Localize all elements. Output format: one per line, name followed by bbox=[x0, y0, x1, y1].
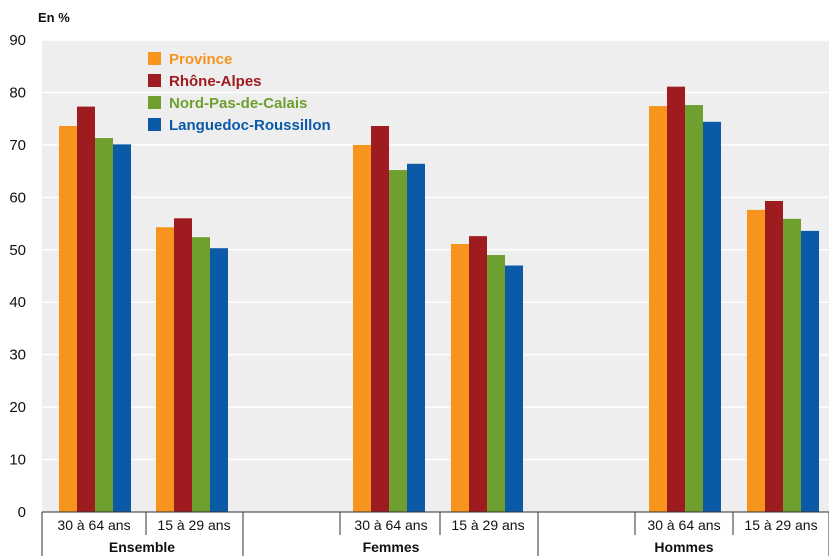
x-subcategory-label: 15 à 29 ans bbox=[744, 517, 817, 533]
bar bbox=[801, 230, 819, 513]
legend-swatch bbox=[148, 52, 161, 65]
legend-swatch bbox=[148, 74, 161, 87]
y-tick-label: 60 bbox=[9, 189, 26, 206]
bar bbox=[703, 121, 721, 513]
bar bbox=[389, 170, 407, 512]
x-subcategory-label: 15 à 29 ans bbox=[451, 517, 524, 533]
y-tick-label: 50 bbox=[9, 242, 26, 259]
legend-label: Province bbox=[169, 51, 232, 68]
bars bbox=[59, 86, 819, 513]
x-axis: 30 à 64 ans 15 à 29 ans Ensemble 30 à 64 an… bbox=[41, 511, 829, 556]
x-group-label: Ensemble bbox=[109, 539, 175, 555]
legend: Province Rhône-Alpes Nord-Pas-de-Calais Lan… bbox=[148, 51, 331, 134]
bar bbox=[667, 86, 685, 513]
bar bbox=[649, 106, 667, 512]
bar bbox=[407, 163, 425, 512]
x-group-label: Femmes bbox=[363, 539, 420, 555]
legend-swatch bbox=[148, 96, 161, 109]
y-tick-label: 80 bbox=[9, 84, 26, 101]
bar bbox=[451, 244, 469, 512]
unit-label: En % bbox=[38, 10, 70, 25]
bar bbox=[783, 218, 801, 512]
legend-label: Rhône-Alpes bbox=[169, 73, 262, 90]
bar bbox=[95, 138, 113, 512]
y-tick-label: 70 bbox=[9, 137, 26, 154]
bar bbox=[174, 218, 192, 513]
bar bbox=[371, 126, 389, 513]
y-tick-label: 20 bbox=[9, 399, 26, 416]
y-tick-label: 10 bbox=[9, 452, 26, 469]
y-tick-label: 40 bbox=[9, 294, 26, 311]
legend-label: Nord-Pas-de-Calais bbox=[169, 95, 307, 112]
x-subcategory-label: 30 à 64 ans bbox=[647, 517, 720, 533]
bar bbox=[685, 105, 703, 512]
x-subcategory-label: 30 à 64 ans bbox=[354, 517, 427, 533]
y-axis-ticks: 0 10 20 30 40 50 60 70 80 90 bbox=[9, 32, 26, 521]
bar bbox=[113, 144, 131, 512]
bar bbox=[469, 236, 487, 513]
bar bbox=[747, 209, 765, 513]
bar bbox=[59, 126, 77, 513]
bar bbox=[487, 255, 505, 512]
y-tick-label: 30 bbox=[9, 347, 26, 364]
x-subcategory-label: 30 à 64 ans bbox=[57, 517, 130, 533]
bar bbox=[77, 106, 95, 513]
bar bbox=[156, 227, 174, 512]
bar bbox=[765, 201, 783, 512]
bar bbox=[353, 144, 371, 512]
x-subcategory-label: 15 à 29 ans bbox=[157, 517, 230, 533]
y-tick-label: 0 bbox=[18, 504, 26, 521]
bar bbox=[210, 248, 228, 512]
bar bbox=[192, 237, 210, 513]
y-tick-label: 90 bbox=[9, 32, 26, 49]
x-group-label: Hommes bbox=[654, 539, 713, 555]
legend-swatch bbox=[148, 118, 161, 131]
bar bbox=[505, 265, 523, 512]
legend-label: Languedoc-Roussillon bbox=[169, 117, 331, 134]
